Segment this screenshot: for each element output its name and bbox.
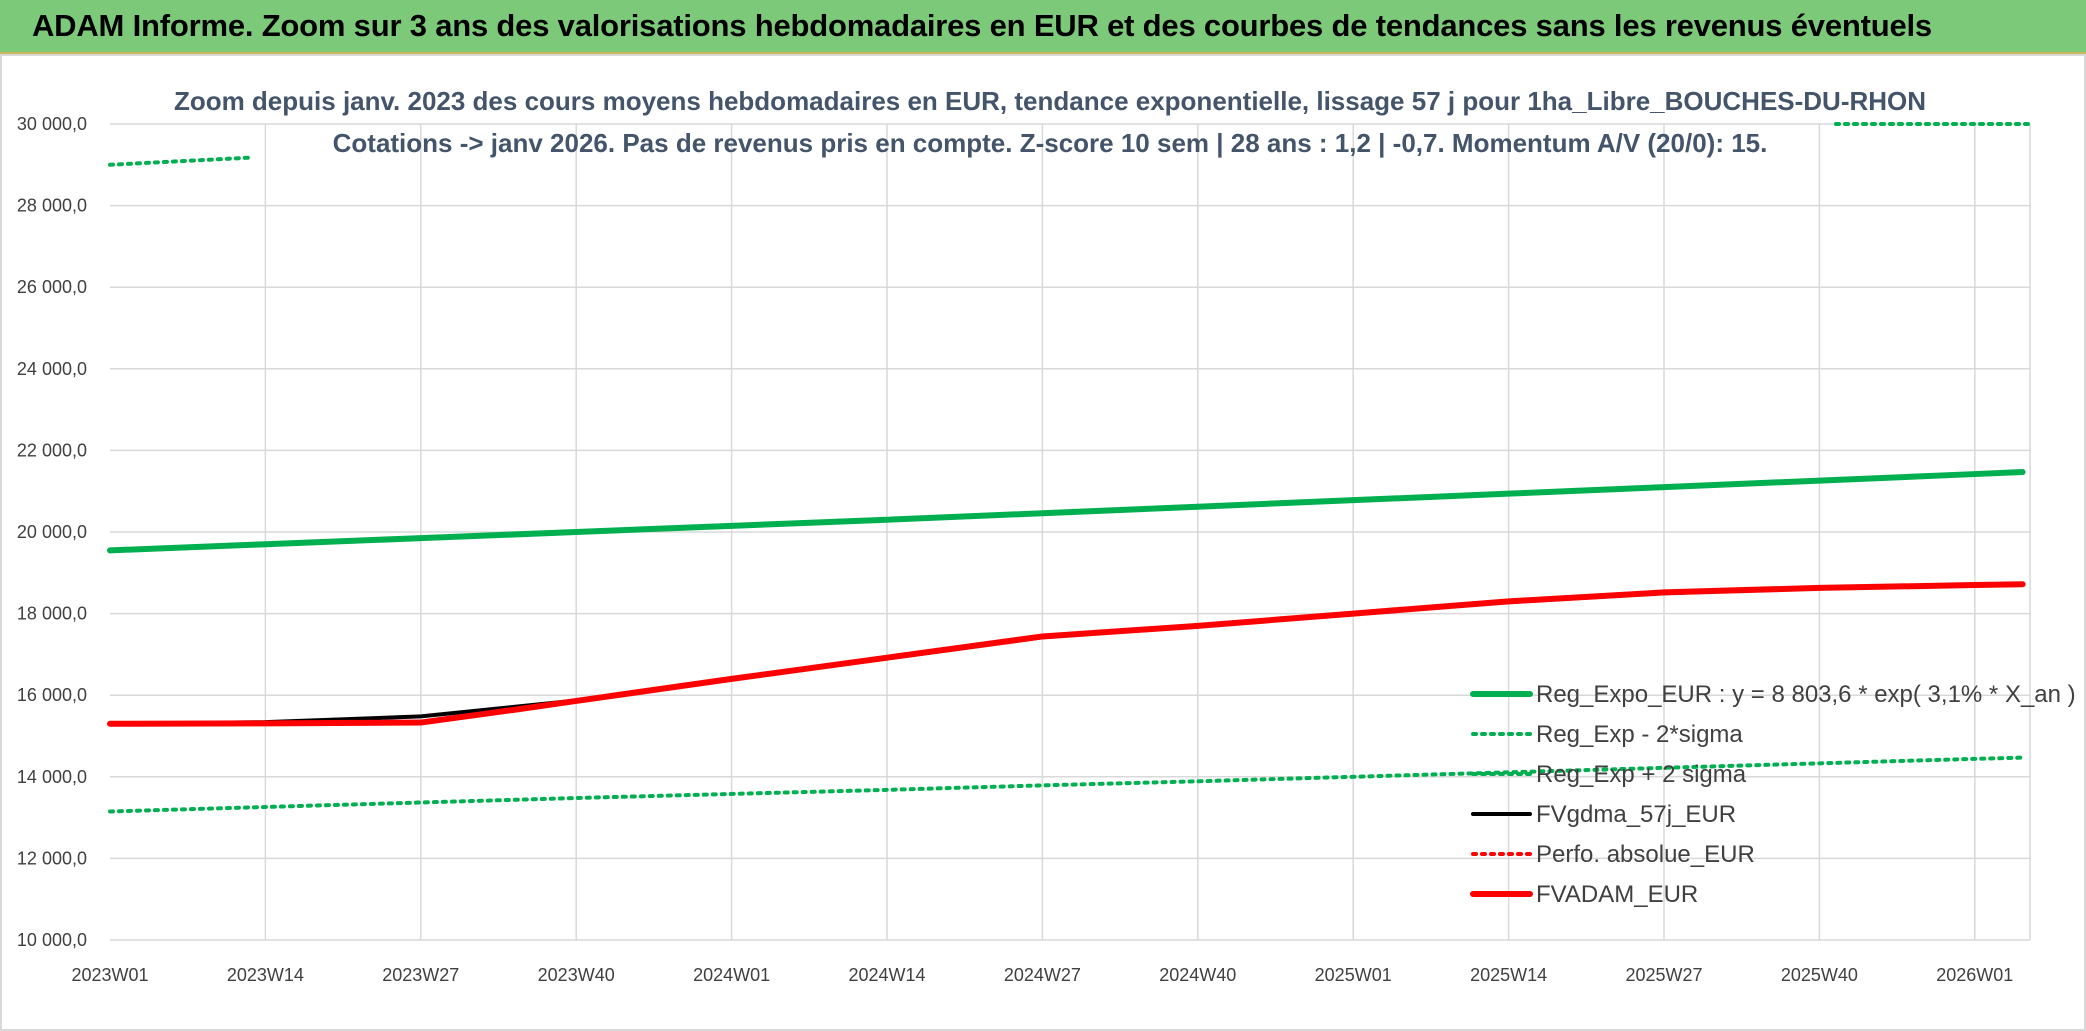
y-tick-label: 12 000,0 <box>17 848 87 868</box>
x-tick-label: 2024W14 <box>848 965 925 985</box>
chart-frame <box>0 54 2086 1031</box>
x-tick-label: 2023W14 <box>227 965 304 985</box>
report-banner: ADAM Informe. Zoom sur 3 ans des valoris… <box>0 0 2086 54</box>
legend-entry: FVADAM_EUR <box>1536 881 1698 908</box>
series-line-reg-exp-2-sigma <box>108 155 256 167</box>
legend: Reg_Expo_EUR : y = 8 803,6 * exp( 3,1% *… <box>1470 681 2076 908</box>
x-tick-label: 2025W14 <box>1470 965 1547 985</box>
legend-entry: Reg_Exp + 2 sigma <box>1536 761 1747 788</box>
series-line-reg-expo-eur-y-8-803-6-exp-3-1-x-an <box>107 469 2026 554</box>
x-axis: 2023W01 2023W14 2023W27 2023W40 2024W01 2024W… <box>71 965 2013 985</box>
legend-entry: Perfo. absolue_EUR <box>1536 841 1755 868</box>
x-tick-label: 2024W01 <box>693 965 770 985</box>
series-line-fvadam-eur <box>107 581 2026 727</box>
x-tick-label: 2023W01 <box>71 965 148 985</box>
legend-entry: Reg_Exp - 2*sigma <box>1536 721 1743 748</box>
x-tick-label: 2024W27 <box>1004 965 1081 985</box>
y-tick-label: 10 000,0 <box>17 930 87 950</box>
x-tick-label: 2025W01 <box>1315 965 1392 985</box>
y-tick-label: 26 000,0 <box>17 277 87 297</box>
y-tick-label: 28 000,0 <box>17 196 87 216</box>
y-axis: 10 000,0 12 000,0 14 000,0 16 000,0 18 000,0… <box>17 114 87 950</box>
y-tick-label: 22 000,0 <box>17 440 87 460</box>
y-tick-label: 14 000,0 <box>17 767 87 787</box>
report-title: ADAM Informe. Zoom sur 3 ans des valoris… <box>32 8 1932 43</box>
legend-entry: Reg_Expo_EUR : y = 8 803,6 * exp( 3,1% *… <box>1536 681 2076 708</box>
x-tick-label: 2024W40 <box>1159 965 1236 985</box>
legend-entry: FVgdma_57j_EUR <box>1536 801 1736 828</box>
y-tick-label: 16 000,0 <box>17 685 87 705</box>
series-line-reg-exp-2-sigma <box>108 755 2025 814</box>
y-tick-label: 30 000,0 <box>17 114 87 134</box>
grid-lines <box>110 123 2031 941</box>
series-lines <box>107 122 2032 814</box>
x-tick-label: 2025W40 <box>1781 965 1858 985</box>
y-tick-label: 20 000,0 <box>17 522 87 542</box>
y-tick-label: 18 000,0 <box>17 604 87 624</box>
y-tick-label: 24 000,0 <box>17 359 87 379</box>
x-tick-label: 2025W27 <box>1625 965 1702 985</box>
x-tick-label: 2023W40 <box>538 965 615 985</box>
chart-subtitle-line1: Zoom depuis janv. 2023 des cours moyens … <box>174 86 1926 116</box>
x-tick-label: 2023W27 <box>382 965 459 985</box>
chart-subtitle-line2: Cotations -> janv 2026. Pas de revenus p… <box>333 128 1768 158</box>
x-tick-label: 2026W01 <box>1936 965 2013 985</box>
